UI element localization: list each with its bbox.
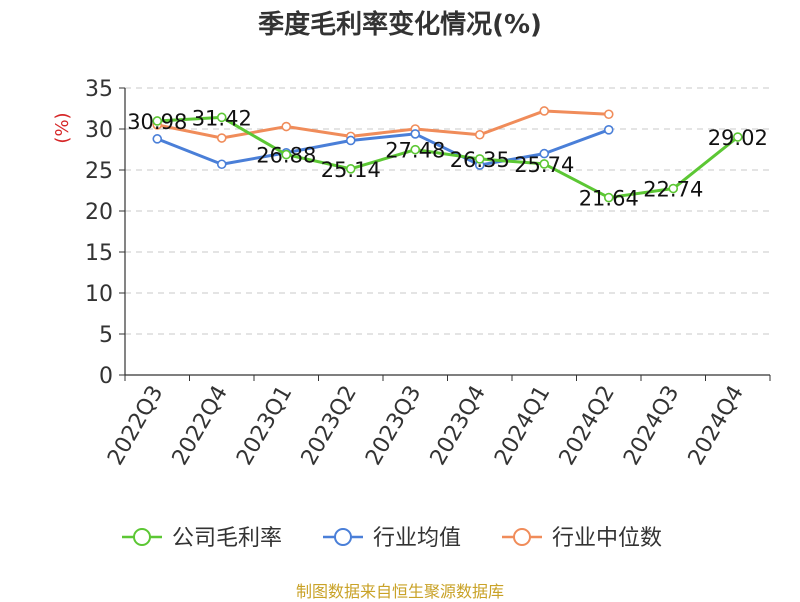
legend-label: 行业均值 (373, 526, 461, 551)
data-point (152, 134, 163, 144)
x-tick-label: 2023Q1 (232, 382, 297, 470)
data-label: 25.74 (514, 153, 574, 177)
x-tick-label: 2023Q3 (361, 382, 426, 470)
data-point (345, 164, 356, 174)
data-label: 21.64 (579, 187, 639, 211)
data-point (603, 125, 614, 135)
chart-title: 季度毛利率变化情况(%) (258, 10, 542, 40)
y-tick-label: 10 (85, 282, 113, 307)
data-point (539, 148, 550, 159)
series-layer (152, 106, 743, 203)
y-tick-label: 35 (85, 77, 113, 102)
data-point (216, 112, 227, 123)
legend-item: 公司毛利率 (122, 526, 282, 551)
data-label: 26.88 (256, 144, 316, 168)
x-tick-label: 2024Q4 (684, 382, 749, 470)
data-point (345, 135, 356, 146)
legend-marker (513, 528, 531, 546)
legend-marker (334, 528, 352, 546)
data-label: 30.98 (127, 110, 187, 134)
data-label: 25.14 (321, 158, 381, 182)
data-point (474, 154, 485, 164)
x-tick-label: 2024Q2 (555, 382, 620, 470)
data-point (410, 129, 421, 139)
y-tick-label: 15 (85, 241, 113, 266)
data-label: 31.42 (192, 106, 252, 130)
data-point (539, 106, 550, 116)
series-line (156, 128, 610, 167)
data-point (216, 133, 227, 143)
data-label: 26.35 (450, 148, 510, 172)
data-point (732, 132, 743, 142)
legend-marker (133, 528, 151, 546)
data-point (152, 116, 163, 126)
y-tick-label: 5 (99, 323, 113, 348)
data-label: 27.48 (385, 139, 445, 163)
legend-label: 行业中位数 (552, 526, 662, 551)
series-line (156, 109, 609, 140)
y-tick-label: 30 (85, 118, 113, 143)
data-label: 22.74 (643, 178, 703, 202)
legend: 公司毛利率 行业均值 行业中位数 (122, 526, 662, 551)
y-tick-label: 0 (99, 364, 113, 389)
data-point (474, 129, 485, 140)
x-tick-label: 2022Q4 (168, 382, 233, 470)
legend-label: 公司毛利率 (172, 526, 282, 551)
data-label: 29.02 (708, 126, 768, 150)
data-point (603, 109, 614, 120)
data-point (281, 121, 292, 132)
footer-source: 制图数据来自恒生聚源数据库 (295, 582, 504, 601)
series-line (157, 115, 739, 200)
data-point (216, 159, 227, 170)
legend-item: 行业均值 (323, 526, 461, 551)
y-tick-label: 20 (85, 200, 113, 225)
x-tick-label: 2024Q3 (619, 382, 684, 470)
grid-layer (125, 87, 770, 335)
data-point (668, 183, 679, 194)
x-tick-label: 2023Q2 (297, 382, 362, 470)
x-tick-label: 2022Q3 (103, 382, 168, 470)
data-point (281, 149, 292, 160)
data-point (539, 159, 550, 169)
data-point (410, 144, 421, 155)
data-point (603, 192, 614, 203)
x-tick-label: 2023Q4 (426, 382, 491, 470)
legend-item: 行业中位数 (502, 526, 662, 551)
y-axis-title: (%) (52, 112, 73, 143)
y-tick-label: 25 (85, 159, 113, 184)
x-tick-label: 2024Q1 (490, 382, 555, 470)
